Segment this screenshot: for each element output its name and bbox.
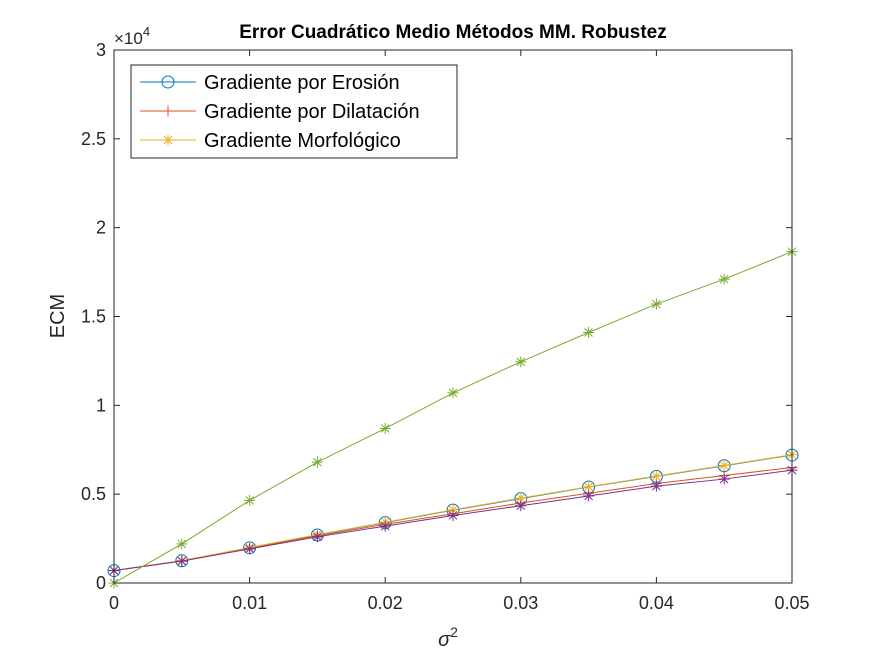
x-tick-label-1: 0.01 xyxy=(232,593,267,613)
series-3 xyxy=(108,464,798,577)
y-tick-label-4: 2 xyxy=(96,218,106,238)
data-point-4-9 xyxy=(718,273,730,285)
data-point-2-7 xyxy=(583,481,595,493)
x-tick-label-2: 0.02 xyxy=(368,593,403,613)
x-axis-label: σ2 xyxy=(438,624,458,651)
data-point-2-9 xyxy=(718,459,730,471)
data-point-3-4 xyxy=(379,520,391,532)
y-tick-label-6: 3 xyxy=(96,40,106,60)
data-point-4-6 xyxy=(515,356,527,368)
series-layer xyxy=(107,246,799,589)
y-exponent-power: 4 xyxy=(143,24,150,39)
y-tick-label-5: 2.5 xyxy=(81,129,106,149)
legend-label-2: Gradiente Morfológico xyxy=(204,130,401,152)
data-point-4-7 xyxy=(583,326,595,338)
y-axis-label: ECM xyxy=(47,294,69,338)
legend: Gradiente por Erosión Gradiente por Dilat… xyxy=(130,64,458,159)
data-point-3-7 xyxy=(583,490,595,502)
legend-item-1: Gradiente por Dilatación xyxy=(140,101,420,123)
data-point-4-1 xyxy=(176,538,188,550)
data-point-3-6 xyxy=(515,500,527,512)
y-exponent-label: ×104 xyxy=(114,24,150,48)
data-point-3-2 xyxy=(244,543,256,555)
y-tick-label-2: 1 xyxy=(96,395,106,415)
data-point-4-8 xyxy=(650,298,662,310)
chart-title: Error Cuadrático Medio Métodos MM. Robus… xyxy=(239,22,667,43)
legend-item-2: Gradiente Morfológico xyxy=(140,130,401,152)
data-point-4-5 xyxy=(447,387,459,399)
data-point-3-1 xyxy=(176,555,188,567)
legend-label-0: Gradiente por Erosión xyxy=(204,72,400,94)
x-axis-label-base: σ xyxy=(438,629,451,651)
legend-marker-1 xyxy=(162,105,174,117)
x-tick-label-0: 0 xyxy=(109,593,119,613)
data-point-3-8 xyxy=(650,480,662,492)
legend-item-0: Gradiente por Erosión xyxy=(140,72,400,94)
y-tick-label-1: 0.5 xyxy=(81,484,106,504)
y-tick-label-3: 1.5 xyxy=(81,307,106,327)
y-tick-label-0: 0 xyxy=(96,573,106,593)
x-tick-label-3: 0.03 xyxy=(503,593,538,613)
legend-label-1: Gradiente por Dilatación xyxy=(204,101,420,123)
data-point-4-3 xyxy=(311,456,323,468)
data-point-3-5 xyxy=(447,509,459,521)
data-point-4-2 xyxy=(244,494,256,506)
x-axis-label-sup: 2 xyxy=(450,624,458,640)
data-point-2-8 xyxy=(650,470,662,482)
legend-marker-2 xyxy=(162,134,174,146)
axes-layer: 0 0.01 0.02 0.03 0.04 0.05 0 0.5 1 1.5 2 2.5 3 xyxy=(81,40,810,613)
legend-marker-0 xyxy=(161,75,175,89)
data-point-0-1 xyxy=(175,554,189,568)
data-point-3-3 xyxy=(311,531,323,543)
x-tick-label-4: 0.04 xyxy=(639,593,674,613)
data-point-4-4 xyxy=(379,422,391,434)
y-exponent-prefix: ×10 xyxy=(114,29,143,48)
data-point-3-9 xyxy=(718,473,730,485)
series-4 xyxy=(108,246,798,589)
x-tick-label-5: 0.05 xyxy=(774,593,809,613)
